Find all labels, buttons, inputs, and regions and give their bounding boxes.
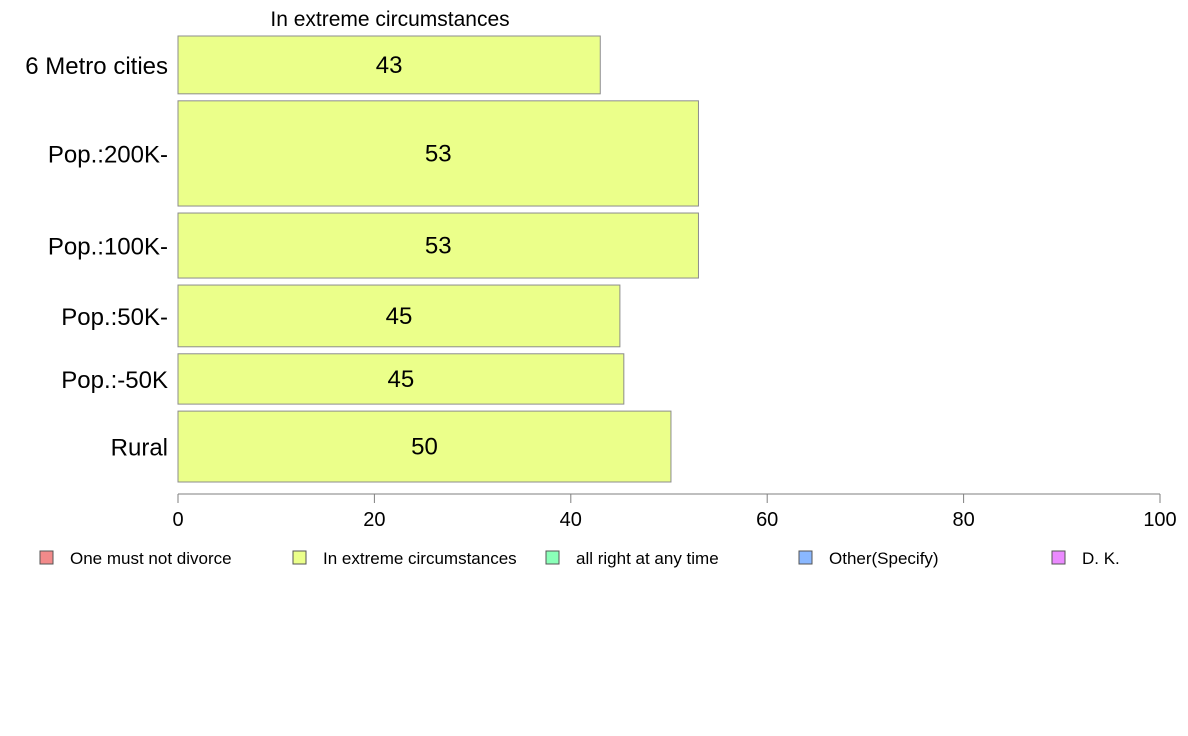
bar-label-5: 50 [411, 434, 438, 461]
legend-swatch-4 [1051, 550, 1066, 565]
x-tick-label-1: 20 [363, 509, 385, 531]
x-axis: 0 20 40 60 80 100 [172, 493, 1177, 531]
x-tick-label-2: 40 [560, 509, 582, 531]
legend-label-0: One must not divorce [70, 549, 232, 568]
category-label-3: Pop.:50K- [61, 304, 168, 331]
bars: 43 53 53 45 45 50 [177, 35, 699, 483]
legend-swatch-3 [798, 550, 813, 565]
x-tick-label-5: 100 [1143, 509, 1176, 531]
legend: One must not divorce In extreme circumsta… [39, 549, 1120, 568]
legend-swatch-2 [545, 550, 560, 565]
category-labels: 6 Metro cities Pop.:200K- Pop.:100K- Pop.:5… [25, 53, 168, 462]
legend-label-3: Other(Specify) [829, 549, 939, 568]
legend-swatch-0 [39, 550, 54, 565]
legend-label-2: all right at any time [576, 549, 719, 568]
category-label-0: 6 Metro cities [25, 53, 168, 80]
bar-label-0: 43 [376, 52, 403, 79]
chart-title: In extreme circumstances [270, 8, 509, 31]
category-label-2: Pop.:100K- [48, 234, 168, 261]
bar-label-2: 53 [425, 233, 452, 260]
category-label-5: Rural [111, 435, 168, 462]
legend-label-4: D. K. [1082, 549, 1120, 568]
bar-3 [177, 284, 621, 348]
x-tick-label-4: 80 [952, 509, 974, 531]
x-tick-label-0: 0 [172, 509, 183, 531]
legend-label-1: In extreme circumstances [323, 549, 517, 568]
bar-2 [177, 212, 699, 279]
bar-5 [177, 410, 672, 483]
bar-0 [177, 35, 601, 95]
category-label-1: Pop.:200K- [48, 141, 168, 168]
bar-label-3: 45 [386, 303, 413, 330]
category-label-4: Pop.:-50K [61, 367, 168, 394]
legend-swatch-1 [292, 550, 307, 565]
bar-4 [177, 353, 625, 405]
bar-1 [177, 100, 699, 207]
bar-label-1: 53 [425, 140, 452, 167]
bar-label-4: 45 [388, 366, 415, 393]
x-tick-label-3: 60 [756, 509, 778, 531]
